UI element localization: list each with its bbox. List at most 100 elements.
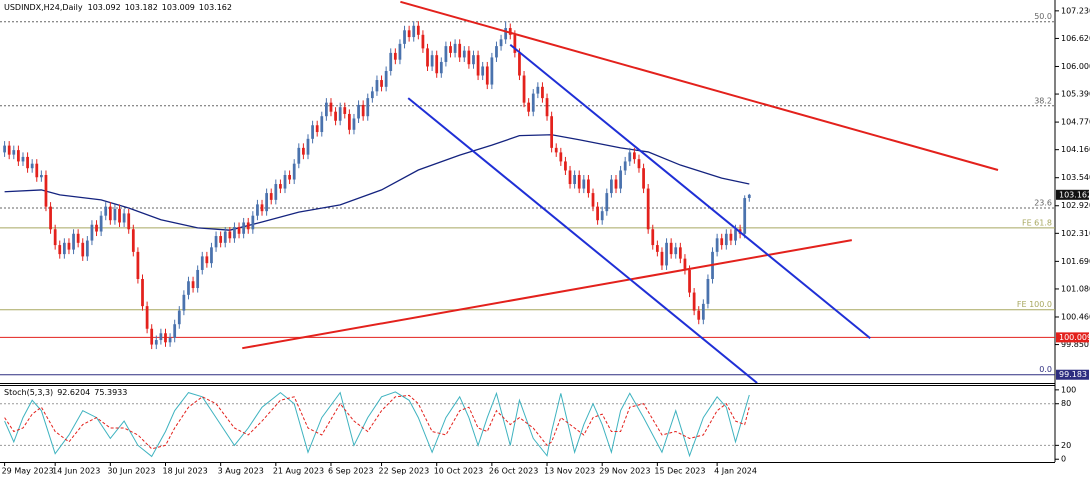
candle-body bbox=[596, 206, 599, 221]
candle-body bbox=[159, 333, 163, 341]
axes: 107.230 106.620 106.000 105.390 104.770 104.1… bbox=[2, 6, 1090, 475]
candle-body bbox=[462, 50, 466, 58]
candle-body bbox=[334, 111, 337, 121]
price-tag-label: 99.183 bbox=[1059, 370, 1087, 379]
candle-body bbox=[274, 184, 278, 200]
level-label: FE 61.8 bbox=[1022, 218, 1052, 227]
candle-body bbox=[90, 224, 94, 241]
price-tag bbox=[1056, 332, 1089, 343]
candle-body bbox=[449, 46, 452, 53]
y-tick-label: 101.080 bbox=[1061, 284, 1090, 293]
candle-body bbox=[706, 278, 710, 304]
candle-body bbox=[7, 145, 11, 155]
candle-body bbox=[587, 179, 590, 194]
price-tag bbox=[1056, 189, 1089, 200]
candle-body bbox=[467, 50, 471, 65]
candle-body bbox=[95, 224, 98, 232]
candle-body bbox=[499, 39, 503, 47]
candle-body bbox=[619, 170, 622, 189]
candle-body bbox=[513, 34, 517, 53]
candle-body bbox=[104, 206, 108, 216]
candle-body bbox=[531, 93, 535, 112]
candle-body bbox=[508, 28, 512, 35]
candle-body bbox=[444, 46, 448, 62]
candle-body bbox=[646, 188, 650, 230]
candle-body bbox=[67, 242, 71, 250]
candle-body bbox=[26, 156, 29, 169]
candle-body bbox=[30, 163, 34, 169]
candle-body bbox=[692, 292, 696, 311]
candle-body bbox=[412, 25, 416, 38]
y-tick-label: 100 bbox=[1061, 385, 1076, 394]
level-label: 23.6 bbox=[1034, 199, 1052, 208]
candle-body bbox=[233, 226, 236, 239]
price-tag bbox=[1056, 369, 1089, 380]
candle-body bbox=[288, 174, 291, 180]
candle-body bbox=[113, 208, 117, 221]
candle-body bbox=[357, 104, 360, 119]
candle-body bbox=[384, 70, 388, 87]
candle-body bbox=[729, 233, 733, 241]
candle-body bbox=[279, 184, 282, 189]
candle-body bbox=[614, 179, 618, 189]
y-tick-label: 0 bbox=[1061, 455, 1066, 464]
candle-body bbox=[370, 91, 374, 99]
candle-body bbox=[637, 159, 641, 169]
candle-body bbox=[734, 229, 737, 241]
candle-body bbox=[476, 55, 480, 76]
candle-body bbox=[306, 138, 310, 155]
trendline bbox=[407, 97, 758, 383]
candle-body bbox=[297, 147, 301, 164]
candle-body bbox=[260, 204, 264, 212]
candle-body bbox=[724, 233, 728, 246]
candle-body bbox=[633, 152, 636, 160]
candle-body bbox=[582, 179, 586, 189]
candle-body bbox=[237, 226, 241, 234]
y-tick-label: 20 bbox=[1061, 441, 1071, 450]
candle-body bbox=[430, 55, 434, 67]
candle-body bbox=[743, 198, 747, 234]
candle-body bbox=[164, 333, 167, 343]
candle-body bbox=[545, 98, 549, 117]
candle-body bbox=[568, 170, 572, 185]
candle-body bbox=[85, 240, 89, 257]
candle-body bbox=[177, 310, 181, 325]
candle-body bbox=[380, 80, 383, 87]
candle-body bbox=[12, 150, 16, 155]
close: 103.162 bbox=[199, 3, 232, 12]
candle-body bbox=[426, 48, 429, 67]
price-tag-label: 100.009 bbox=[1059, 333, 1090, 342]
x-tick-label: 13 Nov 2023 bbox=[544, 467, 595, 476]
candle-body bbox=[389, 52, 393, 71]
low: 103.009 bbox=[162, 3, 195, 12]
trendline bbox=[242, 239, 852, 350]
candle-body bbox=[154, 340, 158, 345]
candle-body bbox=[347, 113, 351, 130]
signal-value: 75.3933 bbox=[94, 388, 127, 397]
candle-body bbox=[366, 98, 370, 117]
candle-body bbox=[559, 152, 563, 162]
candle-body bbox=[21, 156, 25, 162]
candle-body bbox=[554, 147, 558, 153]
candle-body bbox=[302, 147, 305, 155]
candle-body bbox=[325, 102, 328, 117]
y-tick-label: 102.920 bbox=[1061, 201, 1090, 210]
candle-body bbox=[81, 242, 85, 257]
candle-body bbox=[697, 310, 701, 320]
x-tick-label: 29 May 2023 bbox=[2, 467, 54, 476]
candle-body bbox=[715, 238, 719, 252]
y-tick-label: 99.850 bbox=[1061, 340, 1089, 349]
x-tick-label: 14 Jun 2023 bbox=[52, 467, 100, 476]
candle-body bbox=[205, 256, 209, 264]
y-tick-label: 105.390 bbox=[1061, 90, 1090, 99]
candle-body bbox=[655, 245, 659, 252]
candle-body bbox=[242, 222, 246, 234]
x-tick-label: 22 Sep 2023 bbox=[379, 467, 430, 476]
candle-body bbox=[536, 86, 540, 94]
candle-body bbox=[573, 174, 576, 185]
x-tick-label: 26 Oct 2023 bbox=[489, 467, 538, 476]
candle-body bbox=[623, 161, 627, 171]
candle-body bbox=[665, 242, 668, 266]
candle-body bbox=[683, 258, 687, 270]
